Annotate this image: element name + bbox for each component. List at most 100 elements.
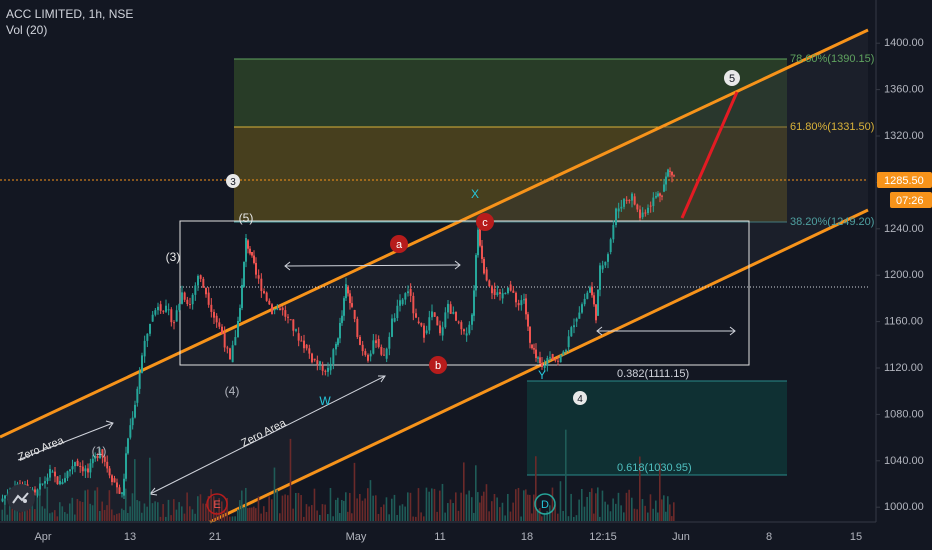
volume-bar [329, 487, 332, 521]
candle-body [138, 372, 141, 389]
volume-bar [210, 489, 212, 521]
candle-body [223, 333, 226, 348]
volume-bar [591, 488, 593, 521]
candle-body [409, 289, 412, 296]
candle-body [91, 458, 94, 464]
volume-bar [41, 506, 44, 521]
candle-body [447, 303, 449, 313]
volume-bar [295, 493, 297, 521]
volume-bar [667, 496, 669, 521]
candle-body [279, 308, 281, 311]
candle-body [313, 358, 316, 361]
volume-bar [143, 503, 146, 521]
candle-body [245, 238, 247, 262]
candle-body [337, 338, 339, 345]
candle-body [59, 480, 61, 485]
candle-body [673, 175, 675, 177]
volume-bar [625, 492, 628, 521]
volume-bar [349, 492, 351, 521]
wave-circle-b [429, 356, 447, 374]
candle-body [565, 350, 567, 352]
candle-body [617, 208, 620, 212]
time-tick-8: 8 [766, 531, 772, 543]
volume-bar [308, 506, 310, 521]
candle-body [165, 305, 167, 312]
candle-body [539, 357, 541, 364]
volume-bar [327, 514, 329, 521]
price-axis[interactable]: 1000.00 1040.00 1080.00 1120.00 1160.00 1200.… [875, 0, 932, 522]
tradingview-logo[interactable] [7, 484, 35, 512]
volume-bar [205, 503, 207, 521]
volume-bar [165, 516, 167, 521]
wave-circle-3 [226, 174, 240, 188]
candle-body [581, 304, 583, 313]
candle-body [455, 312, 457, 321]
candle-body [559, 355, 562, 363]
candle-body [141, 355, 143, 373]
candle-body [364, 351, 367, 355]
volume-bar [226, 497, 228, 521]
volume-bar [515, 489, 517, 521]
volume-bar [118, 513, 121, 521]
volume-bar [159, 516, 162, 521]
volume-bar [131, 493, 134, 521]
volume-bar [369, 480, 372, 521]
volume-bar [533, 494, 535, 521]
volume-bar [633, 508, 636, 521]
volume-bar [351, 513, 353, 521]
wave-label-sub5: (5) [239, 211, 254, 225]
candle-body [485, 269, 488, 281]
volume-bar [247, 508, 249, 521]
volume-bar [316, 510, 318, 521]
wave-label-sub3: (3) [166, 250, 181, 264]
volume-bar [441, 483, 444, 521]
candle-body [488, 280, 491, 287]
candle-body [327, 367, 329, 372]
candle-body [533, 348, 535, 350]
candle-body [71, 466, 74, 470]
volume-bar [493, 494, 496, 521]
volume-bar [644, 505, 646, 521]
candle-body [159, 304, 162, 311]
volume-bar [471, 497, 473, 521]
volume-bar [305, 504, 308, 521]
volume-bar [623, 512, 625, 521]
candle-body [529, 326, 531, 343]
candle-body [652, 197, 655, 207]
volume-bar [154, 501, 156, 521]
volume-bar [276, 489, 278, 521]
volume-bar [353, 462, 356, 521]
volume-bar [175, 509, 178, 521]
candle-body [625, 199, 628, 201]
candle-body [428, 317, 431, 331]
volume-bar [79, 501, 81, 521]
volume-bar [343, 500, 345, 521]
candle-body [595, 304, 597, 321]
candle-body [343, 298, 345, 316]
volume-bar [449, 499, 452, 521]
candle-body [517, 303, 520, 306]
candle-body [308, 348, 311, 354]
volume-bar [197, 496, 199, 521]
time-axis[interactable]: Apr 13 21 May 11 18 12:15 Jun 8 15 [0, 521, 876, 543]
candle-body [457, 321, 460, 323]
candle-body [36, 489, 39, 496]
volume-bar [425, 487, 428, 521]
candle-body [231, 345, 234, 363]
candle-body [289, 319, 292, 321]
candle-body [655, 196, 657, 198]
candle-body [154, 310, 157, 315]
candle-body [295, 329, 297, 331]
volume-bar [19, 512, 21, 521]
candle-body [468, 324, 471, 334]
volume-bar [149, 457, 151, 521]
volume-bar [507, 493, 509, 521]
volume-bar [473, 512, 475, 521]
volume-bar [106, 505, 108, 521]
candle-body [332, 349, 335, 364]
candle-body [620, 206, 623, 209]
volume-bar [136, 499, 138, 521]
candle-body [669, 170, 671, 172]
volume-bar [520, 516, 522, 521]
